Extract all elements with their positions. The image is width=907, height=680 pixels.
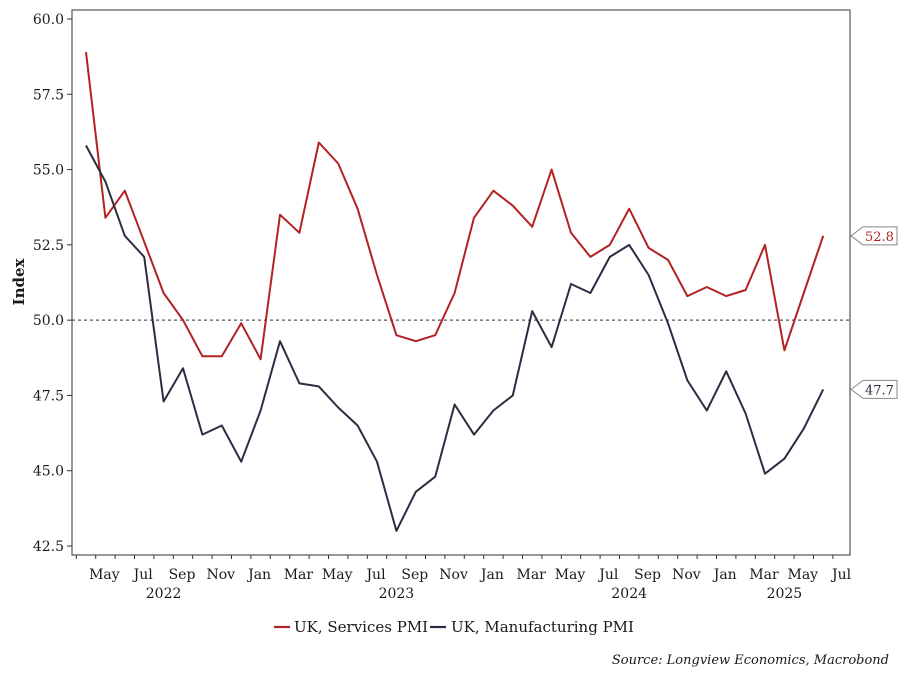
x-tick-label: Jul [132,567,154,583]
y-tick-label: 47.5 [33,388,64,404]
end-tags: 52.8 47.7 [850,226,898,399]
legend-label-services: UK, Services PMI [294,618,428,636]
services-pmi-line [85,51,825,361]
x-tick-label: May [89,567,120,583]
legend-label-manufacturing: UK, Manufacturing PMI [451,618,634,636]
x-tick-label: Jan [479,567,504,583]
y-tick-label: 57.5 [33,87,64,103]
x-tick-label: Nov [672,567,701,583]
x-year-label: 2024 [611,586,647,602]
y-tick-label: 42.5 [33,539,64,555]
y-tick-label: 50.0 [33,313,64,329]
x-axis: May Jul Sep Nov Jan Mar May Jul Sep Nov Jan Mar May J… [75,555,852,602]
manufacturing-end-value: 47.7 [865,383,894,398]
y-tick-label: 45.0 [33,464,64,480]
x-tick-label: Jan [712,567,737,583]
legend[interactable]: UK, Services PMI UK, Manufacturing PMI [274,618,634,636]
x-year-label: 2022 [146,586,182,602]
y-tick-label: 60.0 [33,12,64,28]
y-axis: 60.0 57.5 55.0 52.5 50.0 47.5 45.0 42.5 [33,12,72,555]
x-tick-label: Mar [284,567,314,583]
x-tick-label: May [555,567,586,583]
y-tick-label: 55.0 [33,163,64,179]
series-group [85,51,825,532]
services-end-tag [850,226,898,246]
x-tick-label: Mar [749,567,779,583]
y-tick-label: 52.5 [33,238,64,254]
x-tick-label: Jul [830,567,852,583]
x-tick-label: May [788,567,819,583]
x-tick-label: May [322,567,353,583]
y-axis-label: Index [10,257,28,305]
services-end-value: 52.8 [865,230,894,245]
plot-frame [71,9,851,556]
x-tick-label: Sep [401,567,428,583]
source-note: Source: Longview Economics, Macrobond [612,653,889,668]
x-year-label: 2025 [767,586,803,602]
x-tick-label: Jul [597,567,619,583]
x-year-label: 2023 [379,586,415,602]
x-tick-label: Jan [246,567,271,583]
x-tick-label: Sep [169,567,196,583]
x-tick-label: Nov [439,567,468,583]
x-tick-label: Mar [517,567,547,583]
manufacturing-pmi-line [85,145,825,532]
x-tick-label: Sep [634,567,661,583]
manufacturing-end-tag [850,379,898,399]
x-tick-label: Nov [207,567,236,583]
x-tick-label: Jul [364,567,386,583]
